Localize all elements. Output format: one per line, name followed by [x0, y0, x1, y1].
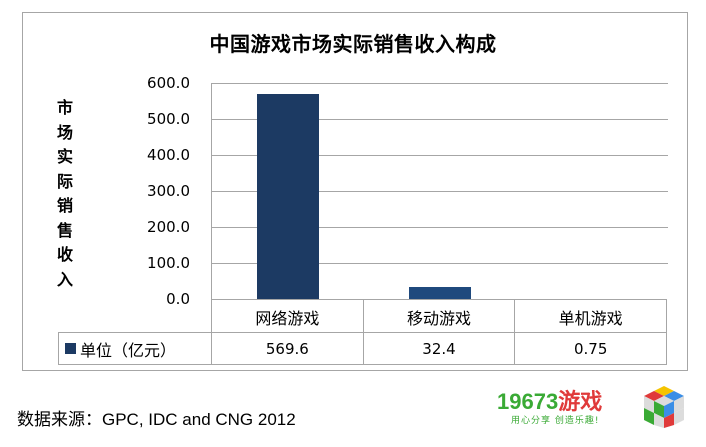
data-table-value: 569.6: [212, 333, 364, 364]
y-tick: 500.0: [147, 110, 190, 128]
y-axis-label-char: 销: [56, 196, 73, 215]
y-tick: 200.0: [147, 218, 190, 236]
logo-name: 游戏: [558, 389, 603, 414]
category-label: 单机游戏: [515, 300, 668, 333]
category-label: 移动游戏: [364, 300, 516, 333]
gridline: [212, 191, 668, 192]
gridline: [212, 155, 668, 156]
bar-online-games[interactable]: [257, 93, 319, 299]
site-logo[interactable]: 19673游戏 用心分享 创造乐趣!: [497, 382, 687, 432]
y-axis-label-char: 入: [56, 269, 73, 289]
bar-mobile-games[interactable]: [409, 287, 471, 299]
y-tick: 0.0: [166, 290, 190, 308]
gridline: [212, 119, 668, 120]
y-axis-label-char: 场: [56, 122, 73, 142]
data-table-value: 0.75: [573, 339, 608, 358]
category-label: 网络游戏: [211, 300, 364, 333]
y-tick: 300.0: [147, 182, 190, 200]
data-table-row: 单位（亿元） 569.6 32.4 0.75: [58, 332, 667, 365]
category-axis: 网络游戏 移动游戏 单机游戏: [211, 299, 668, 333]
chart-title: 中国游戏市场实际销售收入构成: [209, 32, 497, 56]
y-axis-label: 市 场 实 际 销 售 收 入: [54, 96, 76, 292]
gridline: [212, 263, 668, 264]
y-axis-label-char: 际: [56, 171, 73, 191]
y-axis-label-char: 收: [56, 245, 73, 264]
y-axis-label-char: 实: [56, 147, 73, 166]
legend-label: 单位（亿元）: [80, 340, 177, 360]
y-tick: 100.0: [147, 254, 190, 272]
logo-number: 19673: [497, 389, 559, 414]
data-source-note: 数据来源：GPC, IDC and CNG 2012: [17, 410, 296, 429]
data-table-legend: 单位（亿元）: [59, 333, 212, 364]
y-axis-label-char: 市: [56, 98, 73, 117]
y-axis-label-char: 售: [56, 220, 73, 240]
y-tick: 600.0: [147, 74, 190, 92]
data-table-value: 32.4: [364, 333, 516, 364]
gridline: [212, 227, 668, 228]
plot-area: [211, 83, 668, 299]
cube-logo-icon: [644, 386, 684, 428]
gridline: [212, 83, 668, 84]
logo-slogan: 用心分享 创造乐趣!: [511, 416, 600, 426]
legend-swatch-icon: [65, 343, 76, 354]
y-tick: 400.0: [147, 146, 190, 164]
logo-wordmark: 19673游戏: [497, 384, 602, 416]
chart-frame: [22, 12, 688, 371]
